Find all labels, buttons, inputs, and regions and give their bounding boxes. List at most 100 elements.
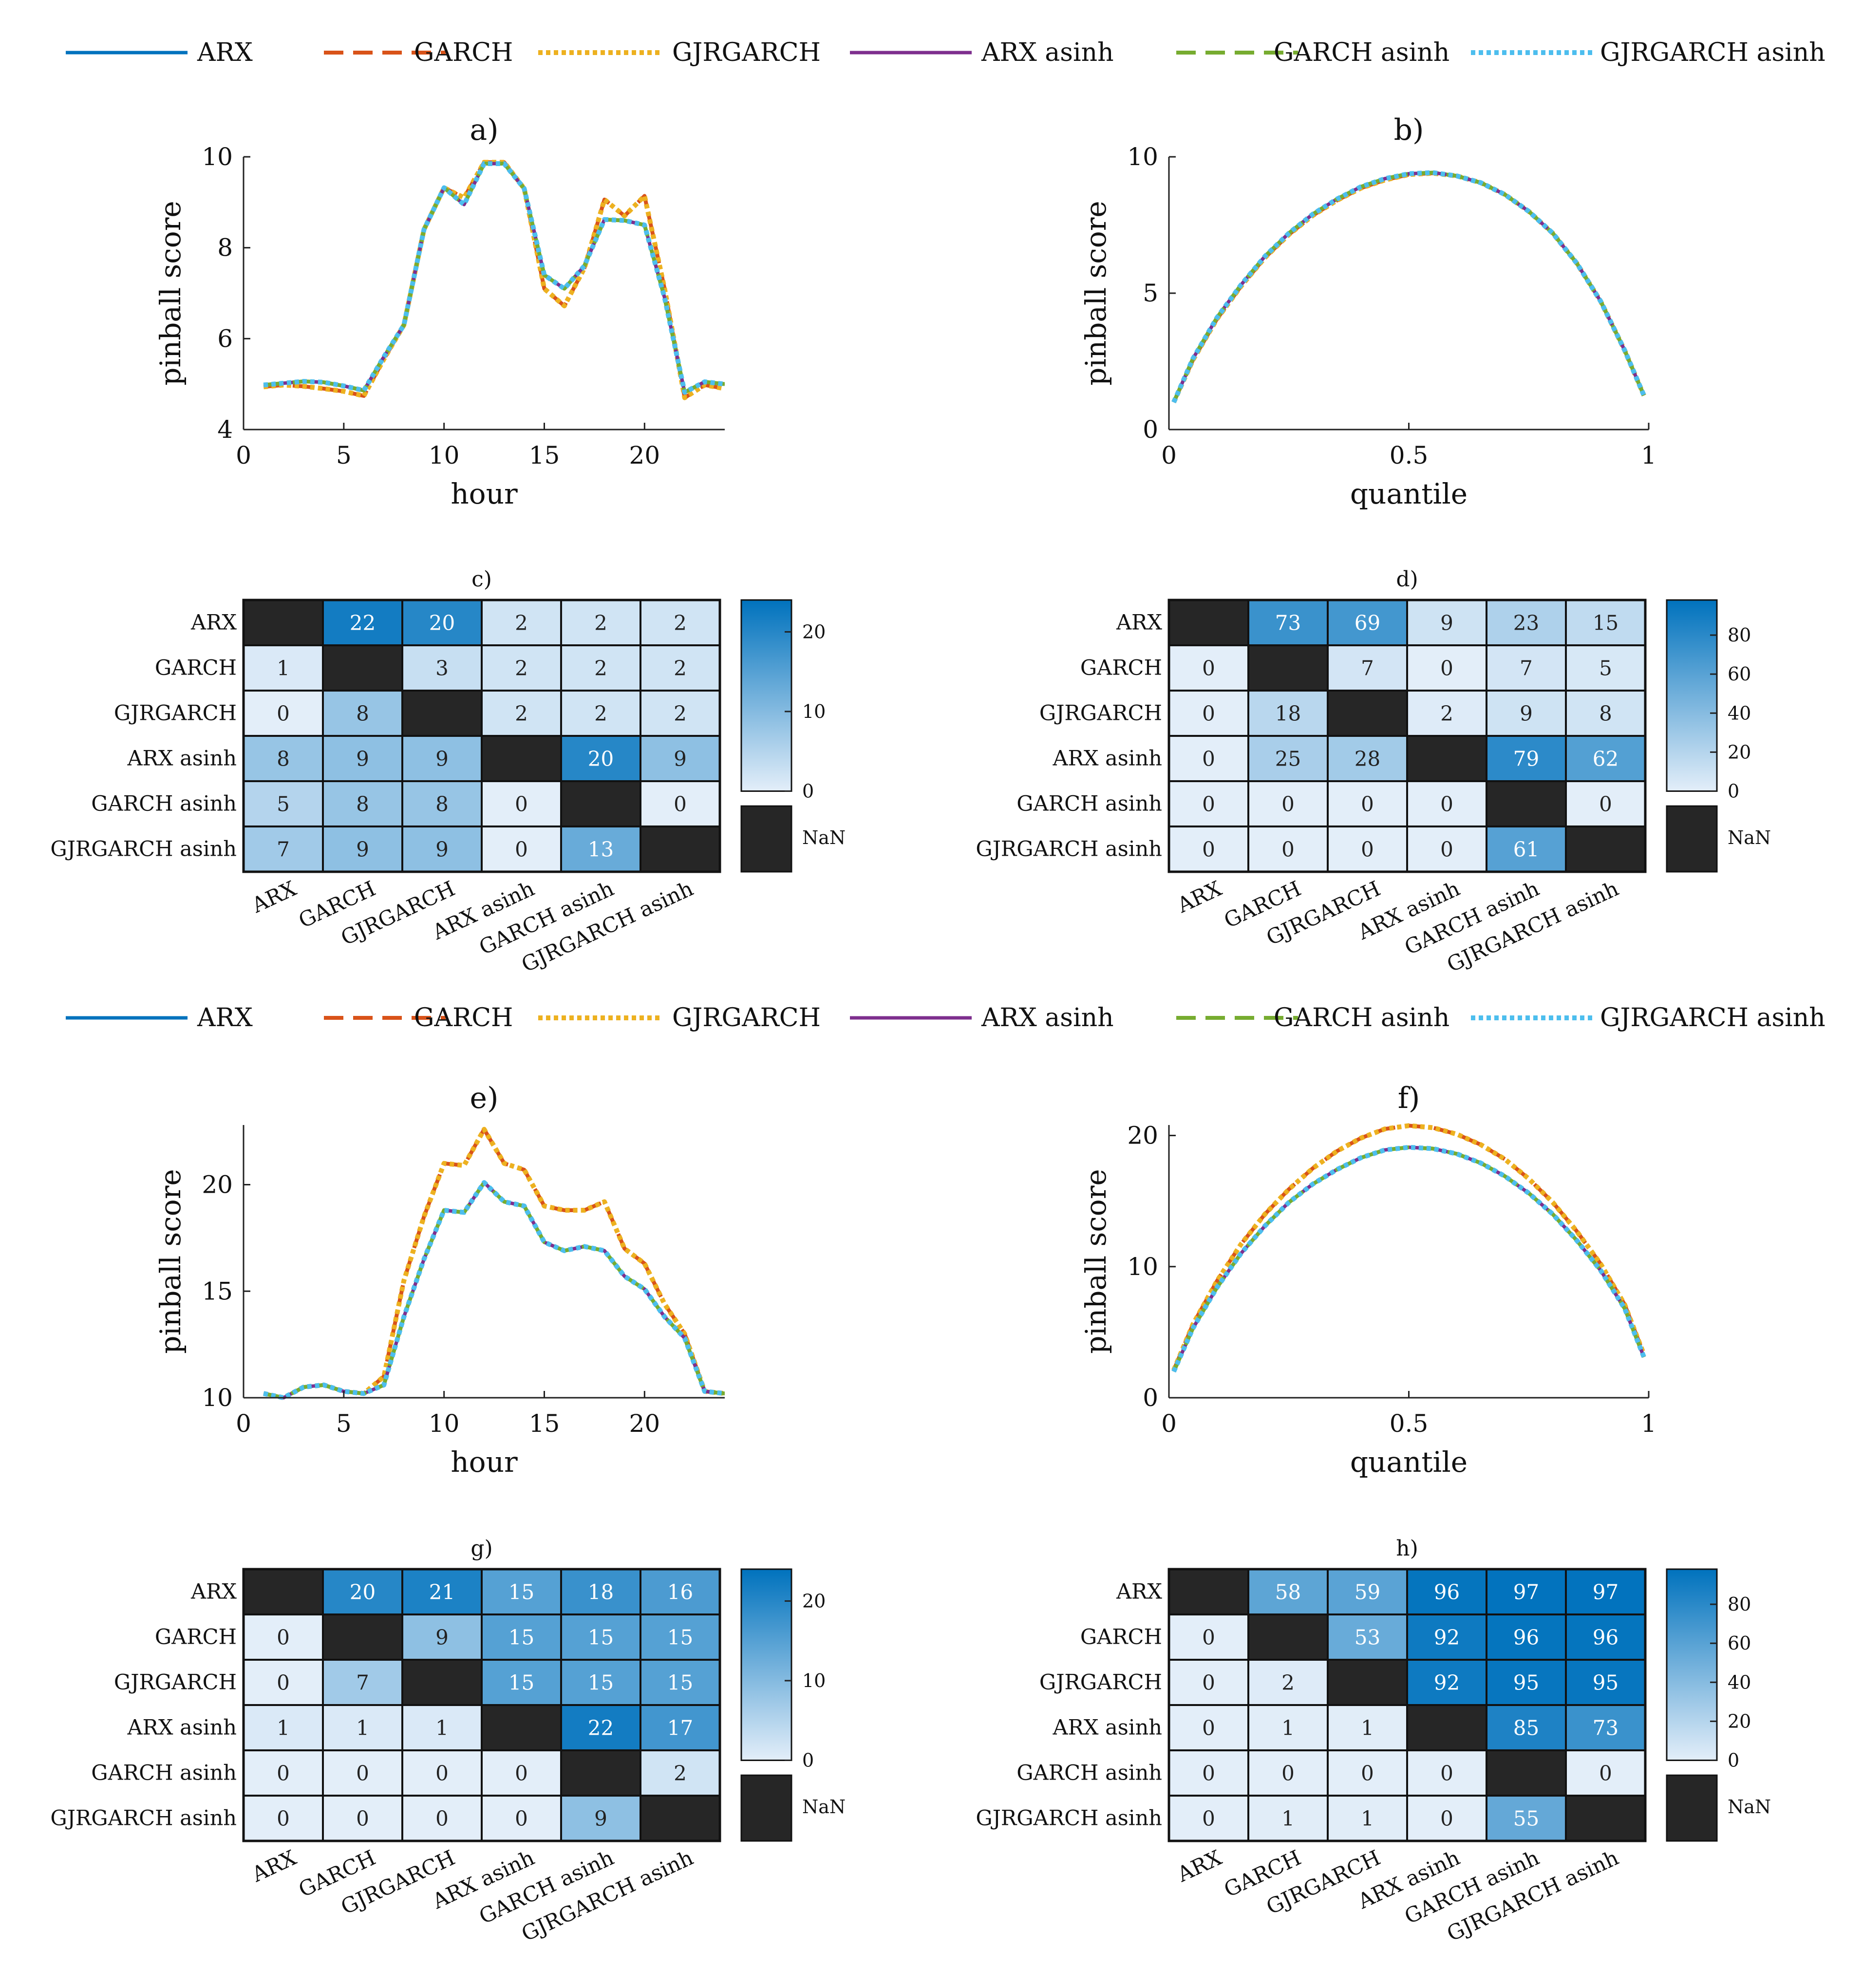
series-line-arx-asinh: [263, 162, 725, 394]
y-tick-label: 0: [1143, 1384, 1158, 1412]
heatmap-cell-value: 5: [277, 792, 290, 816]
heatmap-cell: [322, 1795, 403, 1842]
colorbar-nan-label: NaN: [1728, 827, 1771, 848]
heatmap-cell-value: 0: [277, 1807, 290, 1831]
heatmap-frame: [1167, 599, 1647, 873]
series-line-gjrgarch: [263, 160, 725, 400]
row-label: ARX asinh: [127, 747, 237, 771]
colorbar-tick-label: 0: [802, 780, 814, 802]
heatmap-cell: [1406, 599, 1487, 646]
series-line-garch-asinh: [263, 162, 725, 394]
heatmap-cell: [322, 1704, 403, 1751]
y-axis-label: pinball score: [1079, 201, 1112, 386]
heatmap-cell-value: 2: [674, 702, 687, 726]
series-group: [1171, 170, 1646, 404]
col-label: ARX: [248, 876, 301, 918]
heatmap-cell-value: 8: [1599, 702, 1612, 726]
heatmap-cell-nan: [1406, 1704, 1487, 1751]
colorbar-nan-label: NaN: [802, 1796, 846, 1818]
row-label: ARX asinh: [1052, 1716, 1162, 1740]
series-line-arx-asinh: [1172, 171, 1646, 403]
legend-label-arx-asinh: ARX asinh: [981, 1003, 1114, 1032]
heatmap-cell: [1565, 1659, 1646, 1706]
y-tick-label: 10: [202, 1384, 233, 1412]
heatmap-cell-value: 15: [508, 1671, 534, 1695]
heatmap-cell-nan: [1565, 825, 1646, 873]
heatmap-title: c): [471, 567, 492, 592]
x-tick-label: 0: [236, 1409, 251, 1438]
colorbar-tick-label: 40: [1728, 1671, 1751, 1693]
x-tick-label: 20: [629, 441, 660, 469]
heatmap-cell-value: 0: [1440, 1807, 1453, 1831]
heatmap-cell-nan: [481, 735, 562, 782]
heatmap-cell: [1247, 1704, 1329, 1751]
heatmap-cell-value: 96: [1593, 1626, 1618, 1650]
heatmap-cell-value: 0: [515, 792, 528, 816]
heatmap-cell: [560, 1659, 641, 1706]
heatmap-cell-value: 96: [1434, 1580, 1460, 1604]
heatmap-cell-nan: [560, 780, 641, 827]
heatmap-cell-value: 0: [277, 1626, 290, 1650]
row-label: GARCH: [1080, 1625, 1162, 1650]
legend-label-garch-asinh: GARCH asinh: [1274, 38, 1449, 67]
heatmap-cell: [481, 1795, 562, 1842]
series-line-garch-asinh: [1172, 1145, 1646, 1372]
x-tick-label: 0: [1161, 441, 1177, 469]
x-axis-label: quantile: [1350, 1445, 1468, 1479]
series-line-arx: [263, 162, 725, 394]
heatmap-cell-value: 55: [1513, 1807, 1539, 1831]
heatmap-cell-nan: [640, 1795, 721, 1842]
series-line-arx: [1172, 1145, 1646, 1372]
heatmap-cell-value: 58: [1275, 1580, 1301, 1604]
y-tick-label: 6: [217, 324, 233, 353]
legend-label-gjrgarch-asinh: GJRGARCH asinh: [1600, 1003, 1825, 1032]
series-line-gjrgarch-asinh: [1171, 1144, 1646, 1373]
heatmap-cell-value: 0: [435, 1807, 449, 1831]
heatmap-cell: [1327, 1749, 1408, 1797]
heatmap-cell: [401, 1749, 483, 1797]
heatmap-cell: [640, 1659, 721, 1706]
heatmap-cell-value: 28: [1355, 747, 1380, 771]
heatmap-cell-value: 2: [674, 1762, 687, 1785]
heatmap-cell-value: 97: [1593, 1580, 1618, 1604]
row-label: ARX: [190, 611, 237, 635]
heatmap-cell-value: 20: [588, 747, 614, 771]
heatmap-cell: [1565, 690, 1646, 737]
chart-title: b): [1394, 113, 1424, 147]
x-tick-label: 10: [429, 441, 460, 469]
colorbar-nan-swatch: [1666, 1774, 1718, 1842]
heatmap-cell-value: 21: [429, 1580, 455, 1604]
heatmap-cell: [322, 780, 403, 827]
row-label: GJRGARCH asinh: [976, 1806, 1162, 1831]
heatmap-cell: [1486, 1795, 1567, 1842]
heatmap-cell-nan: [640, 825, 721, 873]
colorbar-tick-label: 20: [802, 621, 826, 642]
heatmap-cell-value: 1: [435, 1716, 449, 1740]
heatmap-cell-value: 23: [1513, 611, 1539, 635]
heatmap-cell-value: 16: [667, 1580, 693, 1604]
x-tick-label: 10: [429, 1409, 460, 1438]
legend-label-arx-asinh: ARX asinh: [981, 38, 1114, 67]
heatmap-cell-value: 96: [1513, 1626, 1539, 1650]
heatmap-cell-value: 7: [1361, 656, 1374, 680]
heatmap-cell-value: 0: [1202, 1626, 1215, 1650]
colorbar-nan-swatch: [740, 805, 792, 873]
heatmap-cell-value: 18: [1275, 702, 1301, 726]
heatmap-cell-nan: [322, 644, 403, 692]
heatmap-cell-value: 9: [674, 747, 687, 771]
heatmap-cell-value: 9: [1440, 611, 1453, 635]
heatmap-cell-value: 2: [1440, 702, 1453, 726]
heatmap-cell-value: 0: [435, 1762, 449, 1785]
heatmap-cell-nan: [243, 1568, 324, 1615]
colorbar: [1666, 1568, 1718, 1761]
colorbar-tick-label: 0: [1728, 780, 1739, 802]
heatmap-cell-value: 1: [1281, 1716, 1295, 1740]
heatmap-cell-value: 1: [1361, 1716, 1374, 1740]
heatmap-cell: [1247, 1568, 1329, 1615]
heatmap-cell: [1327, 1568, 1408, 1615]
series-group: [263, 1126, 725, 1400]
heatmap-cell-value: 1: [1281, 1807, 1295, 1831]
heatmap-cell-value: 0: [1440, 656, 1453, 680]
heatmap-cell-value: 0: [1361, 1762, 1374, 1785]
